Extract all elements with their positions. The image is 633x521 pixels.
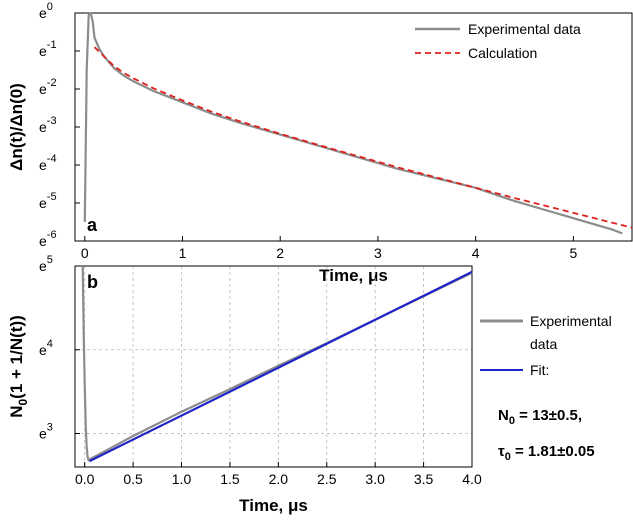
y-ticks-b: e3 e4 e5 [39,254,80,442]
y-tick-label: e4 [39,338,53,358]
y-label-n: N [7,406,26,418]
x-ticks-a: 0 1 2 3 4 5 [81,236,577,261]
x-tick-label: 3 [374,245,382,261]
x-ticks-b: 0.0 0.5 1.0 1.5 2.0 2.5 3.0 3.5 4.0 [75,462,482,487]
anno-tau-value: = 1.81±0.05 [511,443,595,460]
y-axis-label-b: N0(1 + 1/N(t)) [7,315,30,418]
x-axis-label-b: Time, μs [239,496,308,515]
panel-b: 0.0 0.5 1.0 1.5 2.0 2.5 3.0 3.5 4.0 e3 e4 e5 b Tim… [7,254,612,515]
series-line-experimental-data [83,11,623,235]
legend-label-experimental-b-line1: Experimental [530,313,612,329]
x-tick-label: 2 [276,245,284,261]
y-ticks-a: e0 e-1 e-2 e-3 e-4 e-5 e-6 [39,1,80,249]
y-tick-label: e-6 [39,229,57,249]
anno-n0-sub: 0 [509,415,515,427]
legend-b: Experimental data Fit: [480,313,612,378]
y-tick-label: e-4 [39,153,57,173]
x-tick-label: 0.0 [75,471,95,487]
plot-frame-b [74,265,473,468]
x-tick-label: 3.5 [414,471,434,487]
x-tick-label: 5 [569,245,577,261]
panel-label-a: a [87,215,98,235]
series-line-fit [89,270,473,463]
legend-label-experimental-b-line2: data [530,336,557,352]
x-tick-label: 0.5 [123,471,143,487]
y-axis-label-a: Δn(t)/Δn(0) [7,83,26,171]
x-tick-label: 0 [81,245,89,261]
x-axis-label-a: Time, μs [319,266,388,285]
x-tick-label: 1.5 [220,471,240,487]
y-label-rest: (1 + 1/N(t)) [7,315,26,399]
series-group-b [81,265,473,463]
series-group-a [83,11,633,235]
x-tick-label: 2.0 [269,471,289,487]
x-tick-label: 2.5 [317,471,337,487]
x-tick-label: 1 [179,245,187,261]
y-label-sub: 0 [16,399,30,406]
y-tick-label: e-5 [39,191,57,211]
y-tick-label: e0 [39,1,53,21]
y-tick-label: e3 [39,422,53,442]
grid-b [75,266,472,467]
legend-label-experimental-a: Experimental data [468,21,581,37]
annotation-tau0: τ0 = 1.81±0.05 [498,443,595,463]
y-tick-label: e-1 [39,39,57,59]
x-tick-label: 3.0 [365,471,385,487]
y-tick-label: e-2 [39,77,57,97]
x-tick-label: 4.0 [462,471,482,487]
anno-n0-symbol: N [498,407,509,424]
x-tick-label: 1.0 [172,471,192,487]
anno-tau-symbol: τ [498,443,505,460]
legend-label-fit-b: Fit: [530,362,549,378]
annotation-n0: N0 = 13±0.5, [498,407,582,427]
anno-n0-value: = 13±0.5, [515,407,582,424]
anno-tau-sub: 0 [505,451,511,463]
legend-label-calculation-a: Calculation [468,45,537,61]
legend-a: Experimental data Calculation [415,21,581,61]
y-tick-label: e-3 [39,115,57,135]
panel-a: 0 1 2 3 4 5 e0 e-1 e-2 e-3 e-4 e-5 e-6 a Time, μs Δ… [7,1,633,285]
series-line-experimental-data [81,265,473,462]
x-tick-label: 4 [472,245,480,261]
panel-label-b: b [87,272,98,292]
series-line-calculation [93,46,633,229]
y-tick-label: e5 [39,254,53,274]
